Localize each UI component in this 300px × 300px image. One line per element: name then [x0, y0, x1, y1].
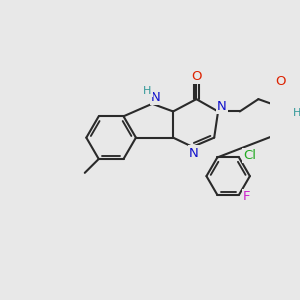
Text: F: F: [243, 190, 250, 203]
Text: N: N: [189, 146, 199, 160]
Text: H: H: [143, 86, 152, 96]
Text: H: H: [293, 108, 300, 118]
Text: Cl: Cl: [243, 149, 256, 162]
Text: O: O: [275, 75, 285, 88]
Text: O: O: [191, 70, 202, 83]
Text: N: N: [151, 91, 161, 104]
Text: N: N: [217, 100, 227, 113]
